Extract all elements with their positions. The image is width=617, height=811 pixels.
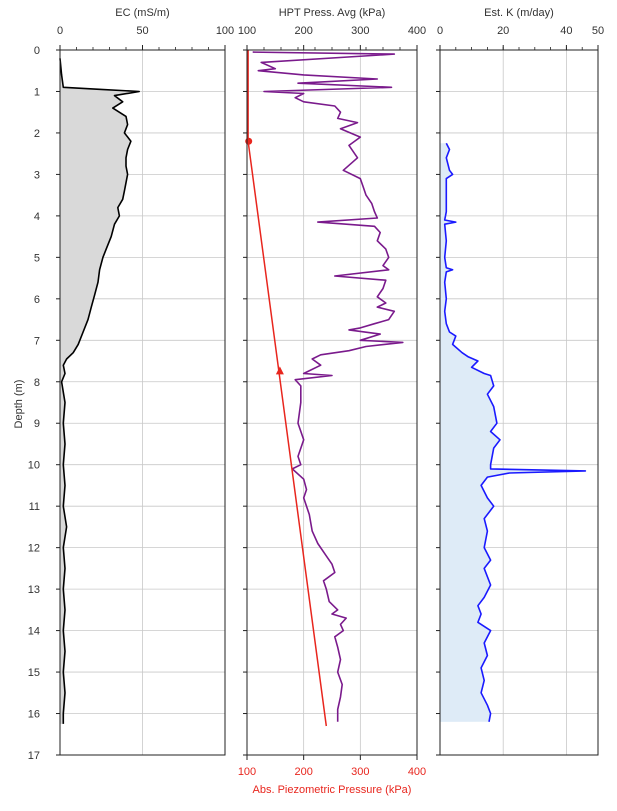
y-tick-label: 5 [34,252,40,264]
y-tick-label: 14 [28,626,40,638]
y-tick-label: 12 [28,543,40,555]
x-tick-label-top: 300 [351,25,369,37]
panel-frame [246,49,418,756]
x-tick-label-top: 50 [136,25,148,37]
pressure-marker-circle [245,137,253,145]
x-tick-label-bottom: 300 [351,766,369,778]
pressure-marker-triangle [275,366,284,375]
panel-title: Est. K (m/day) [484,7,554,19]
y-tick-label: 1 [34,86,40,98]
panel-title: EC (mS/m) [115,7,169,19]
x-tick-label-bottom: 400 [408,766,426,778]
y-tick-label: 17 [28,750,40,762]
x-tick-label-top: 200 [294,25,312,37]
y-axis-label: Depth (m) [13,380,25,429]
x-tick-label-bottom: 200 [294,766,312,778]
x-tick-label-top: 50 [592,25,604,37]
y-tick-label: 9 [34,418,40,430]
panel-title: HPT Press. Avg (kPa) [279,7,386,19]
series-line-1 [59,58,140,724]
y-tick-label: 7 [34,335,40,347]
y-tick-label: 11 [29,501,40,513]
x-tick-label-top: 40 [560,25,572,37]
y-tick-label: 4 [34,211,40,223]
y-tick-label: 13 [28,584,40,596]
x-tick-label-top: 400 [408,25,426,37]
panel-2: HPT Press. Avg (kPa) 100 200 300 400 100 200 30… [238,7,426,796]
series-line-3 [443,142,587,722]
x-tick-label-top: 0 [57,25,63,37]
x-tick-label-top: 100 [238,25,256,37]
y-tick-label: 0 [34,45,40,57]
y-tick-label: 2 [34,128,40,140]
series-fill-3 [440,143,586,722]
x-tick-label-bottom: 100 [238,766,256,778]
series-fill-1 [60,58,140,724]
x-axis-label-bottom: Abs. Piezometric Pressure (kPa) [253,784,412,796]
y-tick-label: 8 [34,377,40,389]
y-tick-label: 10 [28,460,40,472]
panel-1: EC (mS/m)0 50 1000123456789101112131415161… [28,7,234,762]
y-tick-label: 6 [34,294,40,306]
x-tick-label-top: 0 [437,25,443,37]
panel-3: Est. K (m/day) 0 20 40 50 [436,7,604,756]
x-tick-label-top: 20 [497,25,509,37]
y-tick-label: 16 [28,709,40,721]
x-tick-label-top: 100 [216,25,234,37]
y-tick-label: 15 [28,667,40,679]
series-line-2 [252,51,404,722]
piezometric-pressure-line [247,50,328,727]
y-tick-label: 3 [34,169,40,181]
